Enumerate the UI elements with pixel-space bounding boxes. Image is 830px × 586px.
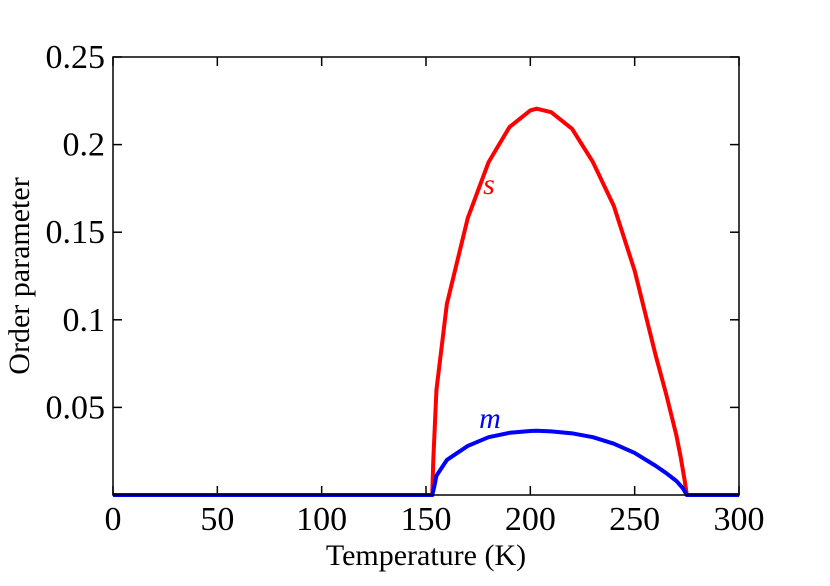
series-layer [113, 106, 739, 497]
series-label-s: s [483, 168, 495, 201]
plot-area [113, 57, 739, 495]
x-axis-title: Temperature (K) [326, 539, 526, 572]
x-tick-label: 50 [200, 501, 234, 538]
labels-layer: sm [479, 168, 501, 435]
x-tick-label: 150 [401, 501, 452, 538]
y-tick-label: 0.05 [46, 389, 106, 426]
y-tick-label: 0.1 [63, 302, 106, 339]
series-line-s [113, 106, 739, 497]
x-tick-label: 200 [505, 501, 556, 538]
x-tick-label: 250 [609, 501, 660, 538]
y-tick-label: 0.25 [46, 39, 106, 76]
series-line-m [113, 428, 739, 497]
series-label-m: m [479, 402, 501, 435]
y-tick-label: 0.2 [63, 127, 106, 164]
x-tick-label: 0 [105, 501, 122, 538]
x-tick-label: 300 [714, 501, 765, 538]
y-axis-title: Order parameter [3, 177, 36, 374]
plot-frame [112, 56, 740, 496]
x-tick-label: 100 [296, 501, 347, 538]
ticks-layer: 0 50 100 150 200 250 300 0.05 0.1 0.15 0.2 0.25 [46, 39, 765, 538]
y-tick-label: 0.15 [46, 214, 106, 251]
